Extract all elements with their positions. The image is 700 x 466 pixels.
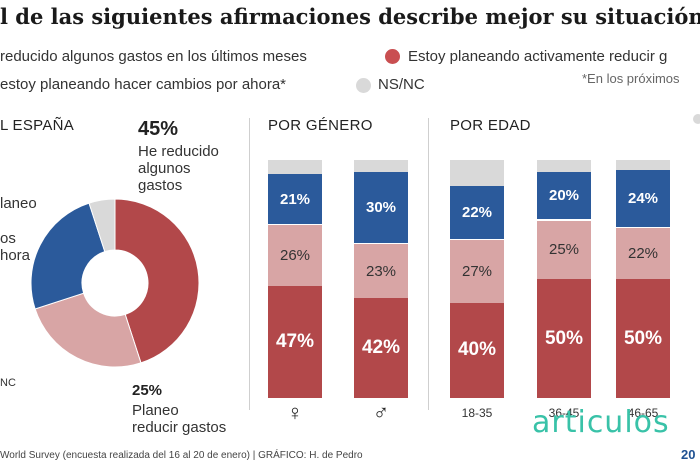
section-spain: L ESPAÑA (0, 117, 75, 134)
bar-label-2-2: 22% (461, 203, 493, 221)
bar-label-4-2: 24% (627, 189, 659, 207)
legend-label-planning: Estoy planeando activamente reducir g (408, 48, 668, 65)
bar-segment-2-3 (450, 160, 504, 187)
bar-segment-4-0: 50% (616, 279, 670, 398)
male-icon: ♂ (372, 400, 390, 425)
bar-segment-3-2: 20% (537, 171, 591, 220)
bar-segment-3-3 (537, 160, 591, 172)
bar-segment-2-2: 22% (450, 186, 504, 239)
bar-segment-0-2: 21% (268, 174, 322, 225)
bar-segment-1-2: 30% (354, 171, 408, 244)
bar-segment-3-1: 25% (537, 219, 591, 279)
bar-label-1-0: 42% (361, 337, 401, 358)
bar-segment-4-2: 24% (616, 169, 670, 227)
partial-legend-dot (693, 114, 700, 124)
bar-label-4-1: 22% (627, 244, 659, 262)
section-age: POR EDAD (450, 117, 531, 134)
donut-top-label: He reducido algunos gastos (138, 143, 219, 194)
bar-label-1-1: 23% (365, 262, 397, 280)
bar-label-4-0: 50% (623, 327, 663, 349)
page-title: l de las siguientes afirmaciones describ… (0, 4, 700, 29)
donut-slice-0 (114, 198, 200, 364)
bar-label-0-2: 21% (279, 190, 311, 208)
bar-label-0-0: 47% (275, 331, 315, 353)
donut-slice-2 (30, 202, 106, 310)
legend-swatch-planning (385, 49, 400, 64)
section-gender: POR GÉNERO (268, 117, 373, 134)
bar-label-3-2: 20% (548, 187, 580, 205)
donut-left-label-1: laneo (0, 195, 37, 212)
bar-segment-0-3 (268, 160, 322, 175)
bar-segment-1-1: 23% (354, 243, 408, 299)
legend-swatch-nsnc (356, 78, 371, 93)
donut-bottom-label: Planeo reducir gastos (132, 402, 227, 436)
brand-watermark: articulos (532, 405, 670, 440)
year-label: 20 (681, 447, 696, 462)
bar-label-2-0: 40% (457, 339, 497, 361)
bar-segment-4-1: 22% (616, 226, 670, 279)
legend-label-reduced: reducido algunos gastos en los últimos m… (0, 48, 307, 65)
bar-label-3-1: 25% (548, 241, 580, 259)
female-icon: ♀ (286, 400, 304, 425)
source-text: World Survey (encuesta realizada del 16 … (0, 450, 363, 461)
bar-label-3-0: 50% (544, 327, 584, 349)
bar-segment-0-0: 47% (268, 286, 322, 398)
bar-segment-1-3 (354, 160, 408, 172)
donut-chart (30, 198, 200, 368)
footnote-marker: *En los próximos (582, 71, 680, 86)
xtick-46-65: 46-65 (627, 406, 659, 420)
bar-label-0-1: 26% (279, 247, 311, 265)
donut-left-label-3: NC (0, 377, 16, 389)
legend-label-no-changes: estoy planeando hacer cambios por ahora* (0, 76, 287, 93)
bar-segment-1-0: 42% (354, 298, 408, 398)
xtick-36-45: 36-45 (548, 406, 580, 420)
divider-left (249, 118, 250, 410)
donut-bottom-pct: 25% (132, 382, 163, 399)
bar-segment-2-1: 27% (450, 238, 504, 303)
donut-left-label-2: os hora (0, 230, 31, 264)
bar-segment-3-0: 50% (537, 279, 591, 398)
divider-right (428, 118, 429, 410)
xtick-18-35: 18-35 (461, 406, 493, 420)
donut-slice-1 (34, 292, 142, 368)
bar-segment-2-0: 40% (450, 302, 504, 398)
legend-label-nsnc: NS/NC (378, 76, 425, 93)
bar-segment-0-1: 26% (268, 224, 322, 287)
bar-segment-4-3 (616, 160, 670, 170)
bar-label-2-1: 27% (461, 262, 493, 280)
donut-top-pct: 45% (138, 118, 179, 140)
bar-label-1-2: 30% (365, 199, 397, 217)
donut-slice-3 (88, 198, 116, 253)
